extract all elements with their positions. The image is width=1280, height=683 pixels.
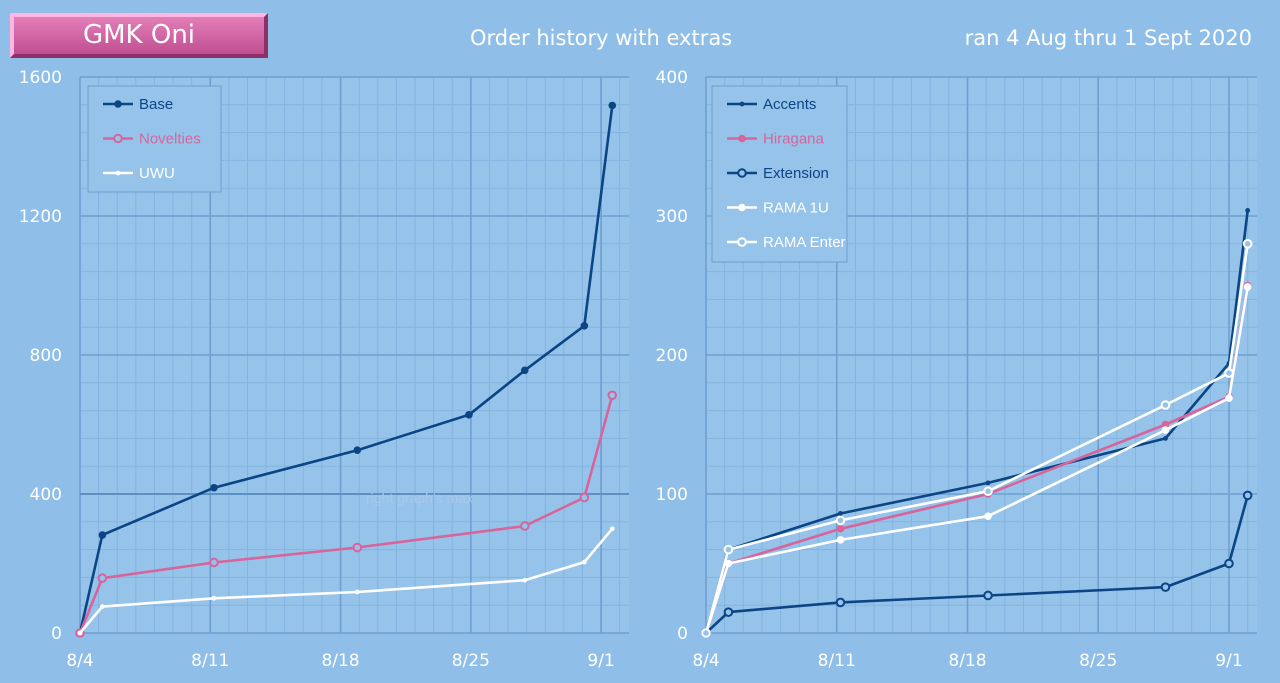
chart2-y-tick-label: 0	[677, 624, 688, 644]
chart1-data-point	[352, 542, 363, 553]
chart2-legend-label: Accents	[763, 96, 816, 113]
chart2-data-point	[835, 515, 846, 526]
chart2-legend-marker	[737, 237, 747, 247]
chart2-x-tick-label: 8/4	[692, 651, 719, 671]
chart1-data-point	[607, 390, 618, 401]
chart2-data-point	[1224, 368, 1234, 378]
chart1-data-point	[353, 446, 362, 455]
chart1-x-tick-label: 8/4	[66, 651, 93, 671]
chart1-data-point	[210, 483, 218, 492]
chart2-y-tick-label: 300	[656, 207, 688, 227]
chart1-reference-label: right graph's max	[366, 490, 473, 506]
chart2-legend-marker	[738, 203, 746, 212]
chart2-data-point	[1161, 420, 1170, 429]
chart2-data-point	[984, 512, 992, 521]
chart2-data-point	[1161, 426, 1170, 434]
chart1-series-line-base	[78, 105, 614, 634]
chart1-legend-label: UWU	[139, 165, 175, 182]
chart1-data-point	[609, 526, 615, 532]
chart2-data-point	[1242, 490, 1253, 501]
chart2-legend-label: RAMA 1U	[763, 200, 829, 217]
chart2-data-point	[983, 590, 993, 601]
chart2-data-point	[1225, 394, 1233, 402]
chart1-x-tick-label: 8/18	[321, 651, 359, 671]
chart-subtitle: Order history with extras	[470, 26, 733, 50]
chart1-data-point	[580, 322, 589, 330]
chart1-y-tick-label: 400	[30, 485, 62, 505]
chart1-data-point	[608, 101, 617, 110]
date-range: ran 4 Aug thru 1 Sept 2020	[964, 26, 1252, 50]
chart2-data-point	[836, 524, 845, 533]
chart2-data-point	[1163, 436, 1168, 441]
chart1-y-tick-label: 1600	[19, 68, 62, 88]
chart2-group: 0 100 200 300 400 8/4 8/11 8/18 8/25 9/1 Accents Hi…	[656, 68, 1257, 671]
chart1-data-point	[97, 573, 108, 583]
chart2-y-tick-label: 100	[656, 485, 688, 505]
chart1-data-point	[519, 521, 530, 531]
chart2-data-point	[1242, 239, 1253, 249]
chart1-data-point	[209, 557, 219, 568]
chart1-y-tick-label: 0	[51, 624, 62, 644]
chart1-x-tick-label: 8/25	[452, 651, 490, 671]
chart2-x-tick-label: 8/11	[818, 651, 856, 671]
chart2-data-point	[723, 607, 734, 617]
chart2-y-tick-label: 200	[656, 346, 688, 366]
chart1-group: 0 400 800 1200 1600 8/4 8/11 8/18 8/25 9/1 right g…	[19, 68, 629, 671]
chart1-data-point	[77, 630, 83, 636]
chart1-legend-label: Base	[139, 96, 173, 113]
chart1-y-tick-label: 1200	[19, 207, 62, 227]
chart2-legend-label: RAMA Enter	[763, 234, 846, 251]
chart2-data-point	[1160, 582, 1171, 592]
chart1-data-point	[520, 366, 529, 375]
chart2-legend-label: Extension	[763, 165, 829, 182]
chart1-data-point	[98, 531, 107, 539]
title-badge: GMK Oni	[10, 13, 268, 58]
chart2-data-point	[835, 597, 846, 608]
chart1-data-point	[211, 595, 217, 601]
chart2-y-tick-label: 400	[656, 68, 688, 88]
chart2-data-point	[838, 511, 843, 516]
chart2-legend-marker	[739, 101, 745, 107]
chart1-data-point	[581, 559, 587, 565]
chart1-legend-marker	[115, 170, 121, 176]
chart2-data-point	[701, 628, 711, 638]
chart2-data-point	[983, 486, 993, 497]
chart1-legend-label: Novelties	[139, 131, 201, 148]
chart2-legend-label: Hiragana	[763, 131, 825, 148]
chart2-x-tick-label: 8/25	[1079, 651, 1117, 671]
chart2-x-tick-label: 8/18	[948, 651, 986, 671]
chart1-y-tick-label: 800	[30, 346, 62, 366]
chart1-legend-marker	[113, 133, 123, 144]
chart2-legend-marker	[738, 134, 746, 143]
chart2-legend-marker	[737, 168, 747, 178]
chart1-data-point	[354, 589, 360, 595]
chart2-data-point	[1245, 208, 1251, 213]
chart2-data-point	[836, 536, 845, 544]
chart2-data-point	[1243, 283, 1252, 291]
chart1-data-point	[465, 410, 473, 419]
chart1-legend-marker	[114, 100, 122, 108]
chart1-x-tick-label: 8/11	[191, 651, 229, 671]
chart2-data-point	[985, 480, 991, 486]
chart2-data-point	[1160, 400, 1171, 410]
chart2-x-tick-label: 9/1	[1215, 651, 1242, 671]
chart2-data-point	[1224, 558, 1234, 569]
chart1-data-point	[522, 577, 528, 583]
chart2-data-point	[723, 544, 734, 555]
chart1-x-tick-label: 9/1	[587, 651, 614, 671]
chart1-data-point	[579, 492, 590, 503]
chart1-data-point	[99, 604, 105, 609]
